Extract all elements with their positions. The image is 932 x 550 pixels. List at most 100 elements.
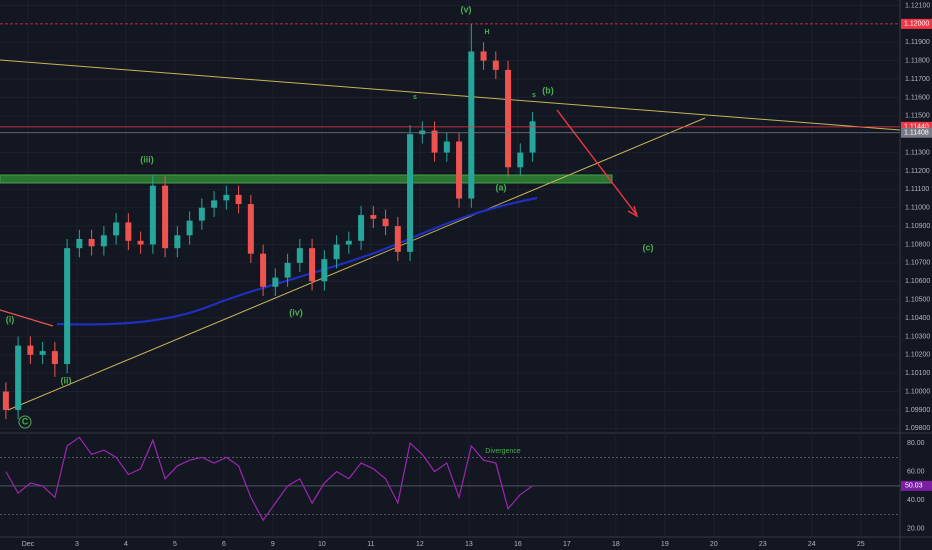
rsi-tick-label: 20.00	[907, 526, 925, 533]
x-tick-label: 25	[857, 541, 865, 548]
rsi-current-label: 50.03	[905, 483, 923, 490]
y-tick-label: 1.10500	[905, 296, 930, 303]
price-label: 1.12000	[904, 21, 929, 28]
x-tick-label: 19	[661, 541, 669, 548]
y-tick-label: 1.12100	[905, 2, 930, 9]
support-trendline	[7, 117, 706, 411]
candle-body	[407, 134, 414, 252]
y-tick-label: 1.10800	[905, 241, 930, 248]
rsi-tick-label: 80.00	[907, 440, 925, 447]
x-tick-label: 6	[222, 541, 226, 548]
x-tick-label: 24	[808, 541, 816, 548]
y-tick-label: 1.09900	[905, 407, 930, 414]
plot	[2, 23, 536, 420]
y-tick-label: 1.10700	[905, 260, 930, 267]
candle-body	[64, 248, 71, 364]
y-tick-label: 1.11100	[905, 186, 929, 193]
divergence-label: Divergence	[485, 448, 521, 455]
candle-body	[309, 248, 316, 282]
candle-body	[456, 141, 463, 199]
y-tick-label: 1.11000	[905, 205, 930, 212]
y-tick-label: 1.10300	[905, 333, 930, 340]
candle-body	[358, 215, 365, 241]
moving-average	[56, 196, 538, 326]
arrow-head	[627, 205, 639, 218]
price-label-box	[901, 121, 932, 132]
candle-body	[198, 207, 205, 221]
candle-body	[51, 351, 58, 364]
candle-body	[284, 262, 291, 278]
x-tick-label: Dec	[22, 541, 35, 548]
candle-body	[186, 220, 193, 236]
candle-body	[76, 238, 83, 249]
candle-body	[431, 130, 438, 153]
candle-body	[247, 204, 254, 254]
candle-body	[370, 215, 377, 219]
candle-body	[113, 222, 120, 236]
x-tick-label: 17	[563, 541, 571, 548]
y-tick-label: 1.11300	[905, 149, 930, 156]
candle-body	[333, 244, 340, 260]
y-tick-label: 1.11900	[905, 39, 930, 46]
candle-body	[260, 253, 267, 287]
x-tick-label: 3	[75, 541, 79, 548]
candle-body	[492, 60, 499, 70]
candle-body	[125, 222, 132, 241]
candle-body	[27, 345, 34, 355]
x-tick-label: 10	[318, 541, 326, 548]
x-tick-label: 16	[514, 541, 522, 548]
candle-body	[137, 240, 144, 245]
y-tick-label: 1.09800	[905, 425, 930, 432]
x-tick-label: 12	[416, 541, 424, 548]
candle-body	[211, 200, 218, 208]
wave-label: (iv)	[289, 307, 303, 317]
wave-label: (i)	[6, 314, 15, 324]
price-label: 1.11408	[904, 130, 929, 137]
resistance-trendline	[0, 59, 901, 131]
candle-body	[394, 226, 401, 252]
x-tick-label: 5	[173, 541, 177, 548]
wave-label: C	[22, 416, 29, 426]
candle-body	[100, 235, 107, 247]
x-tick-label: 13	[465, 541, 473, 548]
candle-body	[345, 240, 352, 245]
price-label-box	[901, 127, 932, 138]
wave-label: (ii)	[61, 375, 72, 385]
wave-label: (v)	[461, 4, 472, 14]
candle-body	[480, 51, 487, 61]
rsi-label-box	[901, 480, 932, 491]
wave-label: s	[413, 94, 417, 101]
x-tick-label: 9	[271, 541, 275, 548]
candle-body	[149, 185, 156, 245]
candle-body	[443, 141, 450, 153]
candle-body	[235, 194, 242, 205]
y-tick-label: 1.10900	[905, 223, 930, 230]
candle-body	[272, 277, 279, 287]
candle-body	[223, 194, 230, 201]
candle-body	[88, 238, 95, 247]
candle-body	[15, 345, 22, 410]
candle-body	[162, 185, 169, 249]
x-tick-label: 23	[759, 541, 767, 548]
price-label: 1.11440	[904, 124, 929, 131]
y-tick-label: 1.10400	[905, 315, 930, 322]
y-tick-label: 1.11800	[905, 58, 930, 65]
x-tick-label: 4	[124, 541, 128, 548]
y-tick-label: 1.10600	[905, 278, 930, 285]
x-tick-label: 18	[612, 541, 620, 548]
y-tick-label: 1.11200	[905, 168, 930, 175]
wave-label: (a)	[496, 182, 507, 192]
wave-circle	[18, 415, 32, 429]
y-tick-label: 1.11500	[905, 113, 930, 120]
projection-arrow	[556, 109, 637, 215]
rsi-line	[5, 436, 533, 522]
wave-label: (b)	[542, 85, 554, 95]
rsi-tick-label: 60.00	[907, 468, 925, 475]
downtrend-line	[0, 309, 54, 327]
support-zone	[0, 174, 613, 184]
candle-body	[529, 121, 536, 153]
y-tick-label: 1.11700	[905, 76, 930, 83]
candle-body	[468, 51, 475, 199]
